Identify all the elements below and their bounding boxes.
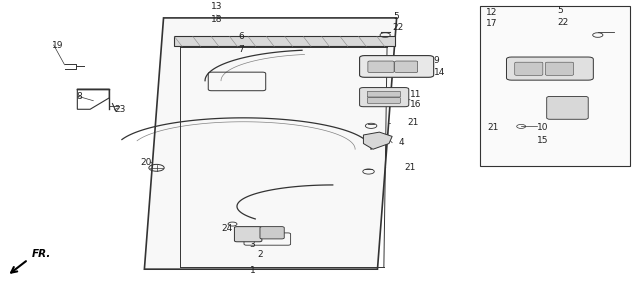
Text: 10: 10 [537, 123, 548, 132]
FancyBboxPatch shape [234, 227, 262, 242]
Text: 17: 17 [486, 19, 497, 28]
Text: 7: 7 [238, 45, 244, 54]
Text: 2: 2 [257, 250, 263, 259]
Text: 15: 15 [537, 136, 548, 145]
Text: 20: 20 [140, 158, 151, 166]
FancyBboxPatch shape [368, 61, 394, 72]
FancyBboxPatch shape [545, 62, 573, 75]
Text: 4: 4 [399, 138, 404, 147]
Text: 21: 21 [487, 123, 499, 132]
Text: 16: 16 [410, 100, 422, 110]
FancyBboxPatch shape [395, 61, 418, 72]
Text: 13: 13 [211, 2, 223, 11]
Bar [479, 7, 630, 166]
Text: 24: 24 [221, 224, 232, 233]
FancyBboxPatch shape [367, 98, 401, 103]
FancyBboxPatch shape [515, 62, 543, 75]
FancyBboxPatch shape [360, 56, 434, 77]
FancyBboxPatch shape [260, 227, 284, 239]
FancyBboxPatch shape [367, 91, 401, 97]
Text: FR.: FR. [31, 249, 51, 259]
Text: 22: 22 [393, 24, 404, 32]
Text: 12: 12 [486, 8, 497, 17]
Text: 19: 19 [52, 40, 63, 50]
Text: 21: 21 [404, 163, 415, 172]
Text: 18: 18 [211, 15, 223, 24]
Polygon shape [145, 18, 397, 269]
Text: 23: 23 [115, 105, 125, 114]
Text: 11: 11 [410, 90, 422, 99]
Text: 9: 9 [434, 56, 440, 65]
Text: 21: 21 [408, 119, 419, 127]
Text: 22: 22 [557, 18, 569, 27]
Text: 14: 14 [434, 68, 445, 77]
FancyBboxPatch shape [547, 96, 588, 119]
Text: 3: 3 [250, 240, 255, 249]
Text: 5: 5 [557, 6, 563, 15]
Text: 5: 5 [393, 12, 399, 21]
FancyBboxPatch shape [360, 88, 409, 107]
Text: 1: 1 [250, 266, 255, 275]
Text: 8: 8 [76, 92, 82, 101]
Text: 6: 6 [238, 32, 244, 41]
Polygon shape [174, 36, 396, 46]
FancyBboxPatch shape [506, 57, 593, 80]
Polygon shape [364, 132, 392, 149]
